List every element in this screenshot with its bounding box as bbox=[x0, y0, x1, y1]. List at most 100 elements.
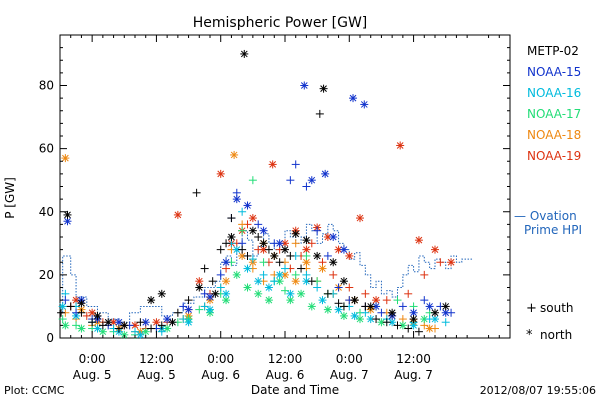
x-tick-date-label: Aug. 6 bbox=[201, 368, 240, 382]
north-marker bbox=[222, 258, 231, 267]
south-marker bbox=[200, 264, 209, 273]
north-marker bbox=[184, 305, 193, 314]
north-marker bbox=[350, 296, 359, 305]
north-marker bbox=[431, 308, 439, 317]
north-marker bbox=[329, 233, 338, 241]
north-marker bbox=[254, 277, 263, 286]
north-marker bbox=[240, 49, 249, 58]
south-marker bbox=[222, 239, 231, 248]
south-marker bbox=[302, 251, 311, 260]
south-marker bbox=[398, 302, 407, 311]
x-tick-time-label: 12:00 bbox=[139, 352, 174, 366]
north-marker bbox=[77, 299, 86, 308]
north-marker bbox=[61, 321, 70, 330]
north-marker bbox=[157, 289, 166, 298]
south-marker bbox=[77, 308, 86, 317]
north-marker bbox=[307, 302, 316, 311]
north-marker bbox=[270, 251, 279, 260]
y-axis-label: P [GW] bbox=[3, 177, 17, 219]
south-marker bbox=[404, 324, 413, 333]
south-marker bbox=[377, 308, 386, 317]
north-marker bbox=[58, 302, 67, 311]
north-marker bbox=[222, 277, 231, 286]
north-marker bbox=[264, 296, 273, 305]
marker-legend-label: north bbox=[540, 328, 572, 342]
north-marker bbox=[77, 324, 86, 333]
north-marker bbox=[195, 283, 204, 292]
north-marker bbox=[232, 195, 241, 204]
south-marker bbox=[404, 289, 413, 298]
marker-legend-symbol: * bbox=[526, 328, 533, 343]
south-marker bbox=[313, 226, 322, 235]
south-marker bbox=[227, 214, 236, 223]
north-marker bbox=[275, 270, 284, 279]
y-tick-label: 20 bbox=[39, 268, 54, 282]
north-marker bbox=[216, 169, 225, 178]
south-marker bbox=[436, 258, 445, 267]
south-marker bbox=[147, 324, 156, 333]
north-marker bbox=[222, 289, 231, 298]
south-marker bbox=[248, 176, 257, 185]
marker-legend-symbol: + bbox=[526, 301, 537, 316]
south-marker bbox=[323, 251, 332, 260]
north-marker bbox=[248, 214, 257, 223]
north-marker bbox=[414, 236, 423, 245]
x-tick-date-label: Aug. 5 bbox=[137, 368, 176, 382]
north-marker bbox=[388, 308, 397, 317]
north-marker bbox=[147, 296, 156, 305]
x-tick-date-label: Aug. 7 bbox=[330, 368, 369, 382]
north-marker bbox=[63, 210, 72, 219]
ovation-hpi-path bbox=[60, 223, 474, 323]
south-marker bbox=[345, 283, 354, 292]
south-marker bbox=[382, 296, 391, 305]
ovation-legend-line1: — Ovation bbox=[514, 209, 577, 223]
north-marker bbox=[93, 311, 102, 320]
south-marker bbox=[382, 318, 391, 327]
south-marker bbox=[238, 245, 247, 254]
north-marker bbox=[211, 289, 220, 298]
south-marker bbox=[291, 239, 300, 248]
north-marker bbox=[227, 233, 236, 241]
y-axis: 0 20 40 60 80 bbox=[39, 47, 510, 345]
south-marker bbox=[195, 305, 204, 314]
north-marker bbox=[366, 302, 375, 311]
north-marker bbox=[184, 318, 193, 327]
south-marker bbox=[238, 226, 247, 235]
north-marker bbox=[431, 245, 439, 254]
north-marker bbox=[339, 277, 348, 286]
south-marker bbox=[414, 327, 423, 336]
north-marker bbox=[334, 305, 343, 314]
north-marker bbox=[259, 239, 268, 248]
south-marker bbox=[264, 245, 273, 254]
south-marker bbox=[192, 188, 201, 197]
south-marker bbox=[372, 315, 381, 324]
north-marker bbox=[61, 154, 70, 163]
north-marker bbox=[396, 141, 405, 150]
north-marker bbox=[431, 315, 439, 324]
south-marker bbox=[334, 283, 343, 292]
legend-entry: NOAA-19 bbox=[527, 149, 581, 163]
north-marker bbox=[409, 315, 418, 324]
x-tick-time-label: 0:00 bbox=[79, 352, 106, 366]
north-marker bbox=[297, 289, 306, 298]
north-marker bbox=[447, 258, 456, 267]
south-marker bbox=[393, 321, 402, 330]
footer-right: 2012/08/07 19:55:06 bbox=[480, 384, 596, 397]
x-tick-time-label: 12:00 bbox=[268, 352, 303, 366]
legend-entry: NOAA-17 bbox=[527, 107, 581, 121]
south-marker bbox=[208, 277, 217, 286]
north-marker bbox=[222, 296, 231, 305]
south-marker bbox=[291, 270, 300, 279]
south-marker bbox=[297, 264, 306, 273]
x-tick-time-label: 0:00 bbox=[207, 352, 234, 366]
north-marker bbox=[168, 318, 177, 327]
north-marker bbox=[441, 302, 450, 311]
north-marker bbox=[425, 302, 434, 311]
north-marker bbox=[268, 160, 277, 169]
south-marker bbox=[420, 270, 429, 279]
x-tick-date-label: Aug. 6 bbox=[266, 368, 305, 382]
north-marker bbox=[360, 100, 369, 109]
south-marker bbox=[307, 277, 316, 286]
north-marker bbox=[104, 318, 113, 327]
